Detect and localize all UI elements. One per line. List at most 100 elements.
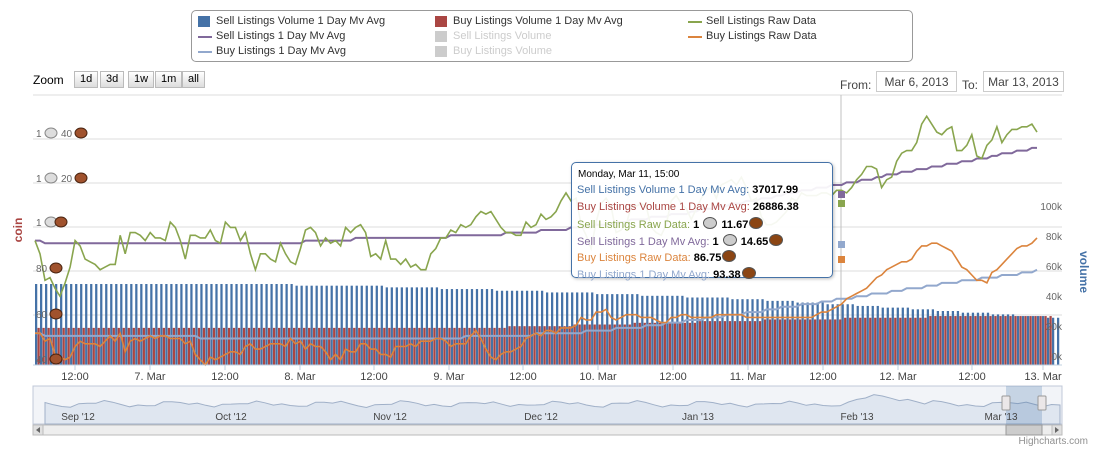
- buy-volume-bar: [648, 322, 651, 365]
- sell-volume-bar: [455, 289, 459, 365]
- bronze-coin-icon: [74, 127, 88, 139]
- legend-square-icon: [435, 31, 447, 42]
- sell-volume-bar: [581, 292, 584, 365]
- sell-volume-bar: [205, 284, 208, 365]
- zoom-1m-button[interactable]: 1m: [155, 71, 183, 88]
- legend-item-label: Sell Listings Volume: [453, 30, 552, 42]
- buy-volume-bar: [703, 321, 707, 365]
- tooltip-row-label: Buy Listings 1 Day Mv Avg:: [577, 268, 714, 281]
- legend-line-icon: [688, 21, 702, 23]
- buy-volume-bar: [508, 326, 511, 365]
- buy-volume-bar: [207, 327, 211, 365]
- buy-volume-bar: [663, 322, 666, 365]
- buy-volume-bar: [904, 317, 907, 365]
- zoom-3d-button[interactable]: 3d: [100, 71, 125, 88]
- buy-volume-bar: [974, 316, 977, 365]
- buy-volume-bar: [363, 327, 366, 365]
- buy-volume-bar: [102, 327, 105, 365]
- x-tick-label: 9. Mar: [433, 371, 465, 383]
- bronze-coin-icon: [722, 250, 737, 262]
- buy-volume-bar: [718, 321, 722, 365]
- navigator-tick-label: Oct '12: [215, 412, 247, 423]
- scrollbar-track: [32, 424, 1063, 436]
- buy-volume-bar: [563, 326, 566, 365]
- buy-volume-bar: [388, 327, 391, 365]
- buy-volume-bar: [333, 327, 336, 365]
- tooltip-row: Buy Listings 1 Day Mv Avg: 93.38: [577, 266, 757, 281]
- buy-volume-bar: [202, 327, 206, 365]
- x-tick-label: 13. Mar: [1024, 371, 1062, 383]
- sell-volume-bar: [135, 284, 138, 365]
- y-left-tick-bronze: 80: [36, 264, 48, 275]
- zoom-1w-button[interactable]: 1w: [128, 71, 155, 88]
- sell-volume-bar: [160, 284, 163, 365]
- buy-volume-bar: [1004, 316, 1007, 365]
- sell-volume-bar: [691, 297, 694, 365]
- buy-volume-bar: [212, 327, 216, 365]
- sell-volume-bar: [280, 284, 283, 365]
- sell-volume-bar: [771, 300, 774, 365]
- buy-volume-bar: [738, 321, 742, 365]
- sell-volume-bar: [1016, 316, 1020, 365]
- sell-volume-bar: [1006, 314, 1010, 365]
- sell-volume-bar: [1046, 317, 1050, 365]
- sell-volume-bar: [375, 285, 378, 365]
- buy-volume-bar: [909, 317, 912, 365]
- buy-volume-bar: [854, 317, 857, 365]
- buy-volume-bar: [323, 327, 326, 365]
- x-tick-label: 12:00: [61, 371, 89, 383]
- tooltip-row-value-bronze: 11.67: [718, 219, 749, 231]
- silver-coin-icon: [44, 127, 58, 139]
- buy-volume-bar: [678, 322, 682, 365]
- sell-volume-bar: [180, 284, 183, 365]
- sell-volume-bar: [816, 302, 819, 365]
- buy-volume-bar: [1014, 316, 1017, 365]
- buy-volume-bar: [47, 327, 50, 365]
- highcharts-credit[interactable]: Highcharts.com: [1018, 436, 1088, 447]
- legend-square-icon: [198, 16, 210, 27]
- sell-volume-bar: [490, 289, 494, 365]
- buy-volume-bar: [533, 326, 536, 365]
- bronze-coin-shape: [49, 353, 63, 365]
- sell-volume-bar: [140, 284, 143, 365]
- range-from-input[interactable]: Mar 6, 2013: [876, 71, 957, 92]
- sell-volume-bar: [370, 285, 373, 365]
- sell-volume-bar: [866, 305, 869, 365]
- buy-volume-bar: [152, 327, 155, 365]
- buy-volume-bar: [889, 317, 892, 365]
- buy-volume-bar: [748, 321, 752, 365]
- bronze-coin-icon: [49, 353, 63, 365]
- sell-volume-bar: [325, 285, 328, 365]
- sell-volume-bar: [686, 297, 689, 365]
- buy-volume-bar: [293, 327, 296, 365]
- buy-volume-bar: [513, 326, 516, 365]
- buy-listings-raw-data-line: [35, 237, 1038, 367]
- sell-volume-bar: [100, 284, 103, 365]
- sell-volume-bar: [646, 295, 649, 365]
- sell-volume-bar: [741, 299, 744, 365]
- sell-volume-bar: [706, 297, 709, 365]
- sell-volume-bar: [981, 312, 985, 365]
- buy-volume-bar: [1029, 316, 1032, 365]
- range-from-label: From:: [840, 78, 872, 92]
- buy-volume-bar: [558, 326, 561, 365]
- buy-volume-bar: [222, 327, 226, 365]
- buy-volume-bar: [894, 317, 897, 365]
- sell-volume-bar: [671, 295, 674, 365]
- tooltip-row-value-bronze: 14.65: [737, 235, 769, 248]
- sell-volume-bar: [190, 284, 193, 365]
- range-to-input[interactable]: Mar 13, 2013: [983, 71, 1064, 92]
- zoom-1d-button[interactable]: 1d: [74, 71, 99, 88]
- sell-volume-bar: [350, 285, 353, 365]
- sell-volume-bar: [756, 299, 759, 365]
- buy-volume-bar: [708, 321, 712, 365]
- sell-volume-bar: [831, 304, 834, 365]
- navigator-selection: [1006, 386, 1042, 424]
- buy-volume-bar: [72, 327, 75, 365]
- zoom-all-button[interactable]: all: [182, 71, 206, 88]
- sell-volume-bar: [355, 285, 358, 365]
- sell-volume-bar: [440, 289, 444, 365]
- buy-volume-bar: [172, 327, 176, 365]
- buy-volume-bar: [638, 322, 641, 365]
- buy-volume-bar: [298, 327, 301, 365]
